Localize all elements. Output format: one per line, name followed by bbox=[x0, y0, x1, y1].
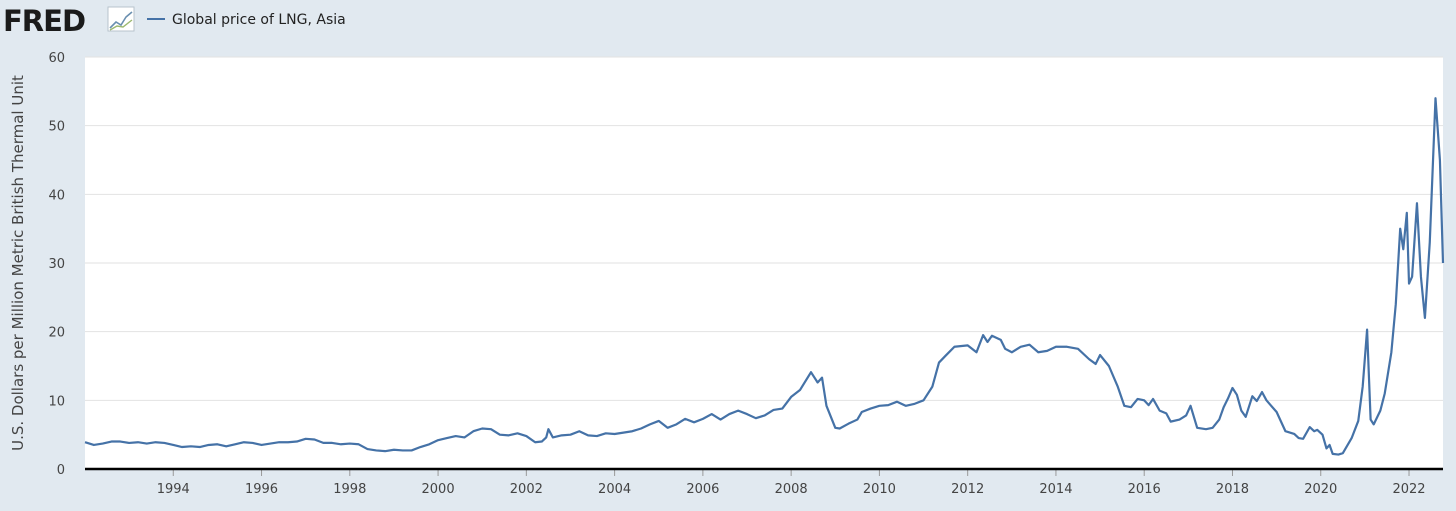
x-tick-label: 1994 bbox=[157, 482, 190, 497]
y-tick-label: 30 bbox=[48, 257, 65, 272]
legend-label: Global price of LNG, Asia bbox=[172, 12, 346, 28]
x-tick-label: 2020 bbox=[1304, 482, 1337, 497]
x-tick-label: 2018 bbox=[1216, 482, 1249, 497]
logo-icon bbox=[107, 6, 135, 32]
y-tick-label: 0 bbox=[57, 463, 65, 478]
y-tick-label: 50 bbox=[48, 120, 65, 135]
y-tick-label: 40 bbox=[48, 188, 65, 203]
y-tick-label: 20 bbox=[48, 326, 65, 341]
x-tick-label: 2008 bbox=[775, 482, 808, 497]
y-tick-label: 60 bbox=[48, 51, 65, 66]
logo[interactable]: FRED bbox=[3, 4, 86, 38]
x-tick-label: 1996 bbox=[245, 482, 278, 497]
x-tick-label: 2010 bbox=[863, 482, 896, 497]
x-tick-label: 2012 bbox=[951, 482, 984, 497]
x-tick-label: 2016 bbox=[1128, 482, 1161, 497]
y-axis-label: U.S. Dollars per Million Metric British … bbox=[9, 75, 27, 451]
data-line bbox=[84, 97, 1445, 456]
x-tick-label: 1998 bbox=[333, 482, 366, 497]
x-tick-label: 2002 bbox=[510, 482, 543, 497]
y-tick-label: 10 bbox=[48, 394, 65, 409]
x-tick-label: 2000 bbox=[422, 482, 455, 497]
x-tick-label: 2014 bbox=[1039, 482, 1072, 497]
x-tick-label: 2006 bbox=[686, 482, 719, 497]
x-tick-label: 2022 bbox=[1392, 482, 1425, 497]
x-tick-label: 2004 bbox=[598, 482, 631, 497]
